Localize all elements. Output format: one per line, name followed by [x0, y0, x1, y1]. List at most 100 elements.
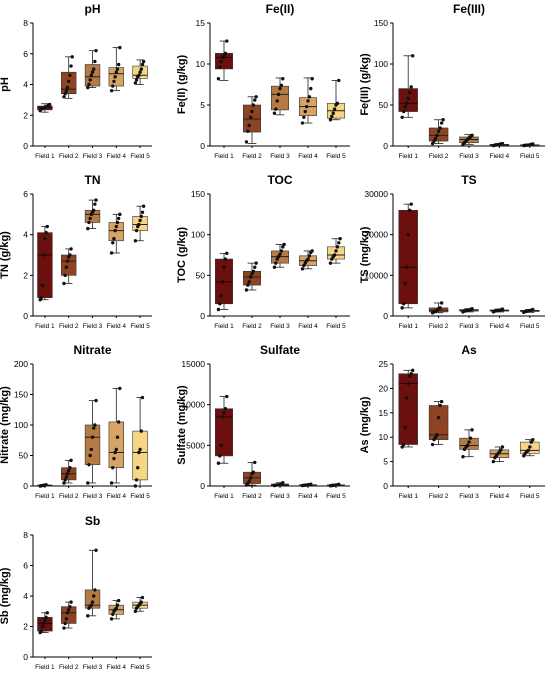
x-tick-label: Field 4 [298, 153, 318, 160]
data-point [404, 396, 409, 400]
data-point [279, 249, 284, 253]
data-point [254, 95, 258, 99]
data-point [62, 281, 66, 286]
data-point [433, 435, 438, 439]
y-tick-label: 6 [23, 189, 28, 199]
box-field-5 [520, 437, 540, 458]
data-point [253, 265, 257, 269]
x-tick-label: Field 2 [59, 153, 79, 160]
box-field-3 [271, 77, 289, 116]
x-tick-label: Field 2 [429, 323, 449, 330]
y-tick-label: 10 [379, 432, 389, 442]
box-iqr [215, 408, 233, 457]
x-tick-label: Field 4 [298, 493, 318, 500]
data-point [408, 374, 412, 378]
data-point [409, 202, 413, 206]
data-point [500, 307, 505, 311]
x-tick-label: Field 4 [490, 153, 510, 160]
data-point [90, 70, 95, 74]
data-point [438, 126, 442, 130]
data-point [88, 453, 92, 458]
y-tick-label: 0 [200, 481, 205, 491]
data-point [93, 588, 97, 592]
box-field-3 [84, 198, 101, 231]
data-point [306, 257, 310, 261]
chart-title: Sulfate [260, 343, 300, 357]
data-point [411, 54, 415, 58]
data-point [281, 481, 285, 485]
data-point [225, 251, 229, 256]
data-point [63, 621, 67, 626]
y-axis-label: Fe(II) (g/kg) [176, 55, 188, 115]
data-point [137, 222, 141, 227]
data-point [435, 433, 439, 437]
data-point [93, 423, 97, 427]
data-point [45, 224, 49, 229]
x-tick-label: Field 1 [398, 153, 418, 160]
data-point [44, 615, 48, 620]
data-point [334, 249, 338, 253]
data-point [114, 224, 119, 229]
y-axis-label: pH [0, 77, 11, 92]
box-field-1 [215, 251, 233, 312]
data-point [40, 283, 45, 288]
box-field-5 [520, 307, 540, 315]
data-point [401, 302, 406, 306]
data-point [436, 415, 441, 420]
x-tick-label: Field 3 [83, 153, 103, 160]
x-tick-label: Field 4 [490, 493, 510, 500]
x-tick-label: Field 2 [59, 323, 79, 330]
data-point [89, 73, 94, 77]
data-point [253, 460, 257, 465]
y-tick-label: 150 [374, 18, 388, 28]
data-point [39, 629, 44, 633]
data-point [140, 395, 145, 400]
data-point [531, 307, 535, 312]
y-tick-label: 4 [23, 230, 28, 240]
data-point [409, 372, 413, 376]
data-point [68, 73, 72, 77]
data-point [137, 73, 141, 77]
box-field-4 [108, 212, 124, 255]
x-tick-label: Field 5 [326, 153, 346, 160]
x-tick-label: Field 5 [130, 153, 150, 160]
data-point [328, 261, 333, 265]
x-tick-label: Field 5 [130, 493, 150, 500]
panel-toc: TOC TOC (g/kg) 0 50 100 150 Field 1 Field 2 Fiel… [176, 173, 350, 330]
data-point [246, 129, 250, 133]
data-point [63, 273, 67, 278]
data-point [274, 107, 278, 111]
data-point [278, 252, 282, 256]
data-point [331, 111, 335, 115]
data-point [133, 239, 138, 243]
data-point [244, 140, 249, 144]
data-point [93, 202, 97, 206]
x-tick-label: Field 1 [35, 664, 55, 671]
data-point [279, 83, 284, 88]
y-axis-label: As (mg/kg) [359, 396, 371, 453]
x-tick-label: Field 2 [242, 153, 262, 160]
data-point [433, 136, 438, 141]
x-tick-label: Field 5 [520, 493, 540, 500]
data-point [244, 288, 249, 292]
y-axis-label: Fe(III) (g/kg) [359, 53, 371, 116]
x-tick-label: Field 3 [459, 493, 479, 500]
data-point [222, 411, 226, 415]
panel-sb: Sb Sb (mg/kg) 0 2 4 6 8 Field 1 Field 2 Field 3 Fi… [0, 514, 152, 671]
data-point [114, 447, 119, 452]
panel-as: As As (mg/kg) 0 5 10 15 20 25 Field 1 Field 2 Fiel… [359, 343, 545, 500]
x-tick-label: Field 5 [130, 664, 150, 671]
data-point [335, 101, 340, 106]
data-point [432, 139, 436, 143]
data-point [87, 220, 91, 225]
data-point [430, 141, 435, 146]
data-point [470, 428, 474, 432]
data-point [247, 280, 251, 284]
y-axis-label: Sb (mg/kg) [0, 567, 11, 624]
box-field-4 [489, 307, 510, 314]
x-tick-label: Field 2 [242, 493, 262, 500]
data-point [281, 77, 285, 81]
data-point [332, 253, 337, 257]
data-point [62, 481, 66, 485]
box-field-4 [108, 598, 124, 621]
